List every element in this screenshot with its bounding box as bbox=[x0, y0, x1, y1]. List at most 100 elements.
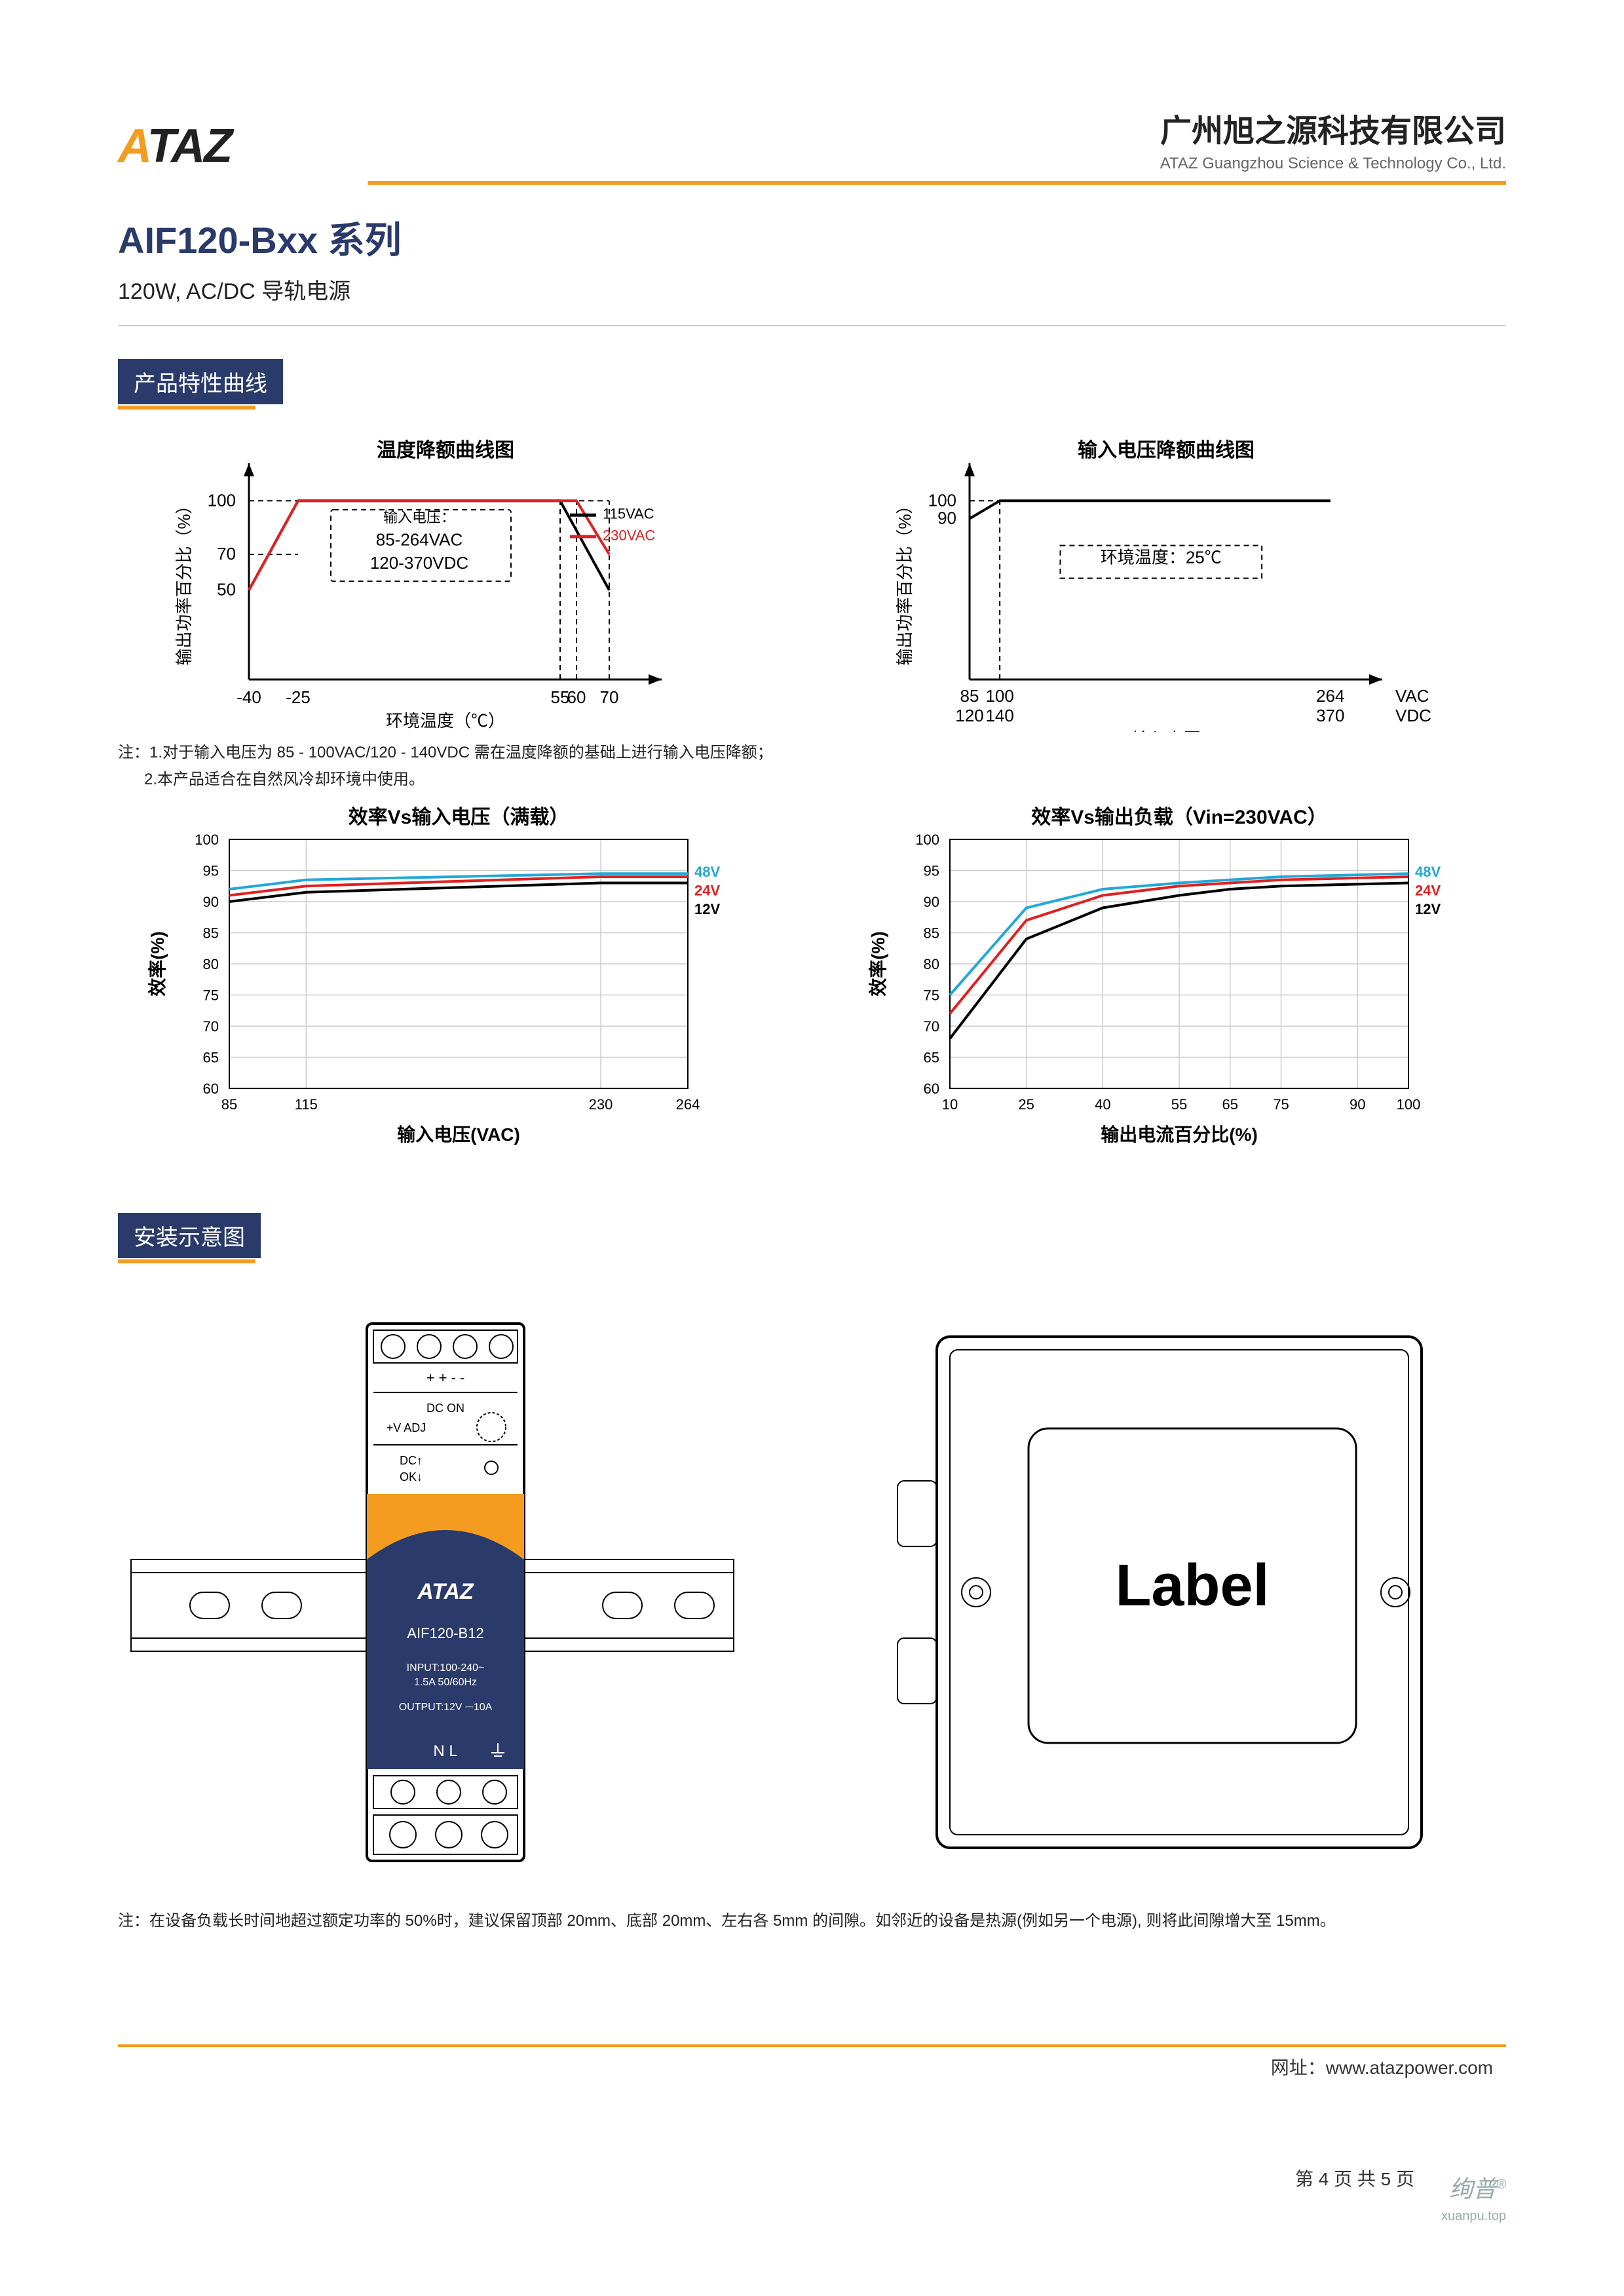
svg-text:60: 60 bbox=[203, 1081, 219, 1097]
svg-text:AIF120-B12: AIF120-B12 bbox=[407, 1625, 483, 1641]
company-name-cn: 广州旭之源科技有限公司 bbox=[1160, 105, 1506, 151]
install-front-view: + + - - DC ON+V ADJ DC↑ OK↓ ATAZ AIF120-B12 IN… bbox=[118, 1284, 766, 1887]
svg-text:90: 90 bbox=[924, 894, 939, 910]
installation-row: + + - - DC ON+V ADJ DC↑ OK↓ ATAZ AIF120-B12 IN… bbox=[118, 1284, 1506, 1887]
svg-text:VDC: VDC bbox=[1395, 706, 1431, 725]
logo-letter-a: A bbox=[118, 120, 147, 172]
section-installation: 安装示意图 bbox=[118, 1213, 261, 1258]
svg-text:25: 25 bbox=[1018, 1096, 1034, 1113]
svg-text:100: 100 bbox=[208, 490, 236, 510]
svg-text:120-370VDC: 120-370VDC bbox=[370, 553, 468, 573]
svg-text:75: 75 bbox=[1273, 1096, 1289, 1113]
vin-derate-chart: 输入电压降额曲线图9010085120100140264370VACVDC环境温… bbox=[839, 430, 1507, 732]
svg-text:85: 85 bbox=[924, 925, 939, 941]
derating-row: 温度降额曲线图5070100-40-25556070输入电压：85-264VAC… bbox=[118, 430, 1506, 732]
svg-text:70: 70 bbox=[217, 544, 236, 564]
svg-text:120: 120 bbox=[955, 706, 983, 725]
svg-text:DC↑: DC↑ bbox=[400, 1454, 423, 1467]
svg-text:输入电压降额曲线图: 输入电压降额曲线图 bbox=[1078, 440, 1255, 461]
install-note-prefix: 注： bbox=[118, 1912, 149, 1930]
svg-text:140: 140 bbox=[985, 706, 1013, 725]
svg-text:100: 100 bbox=[195, 832, 219, 848]
logo-text: ATAZ bbox=[118, 119, 231, 173]
eff-load-chart: 效率Vs输出负载（Vin=230VAC）60657075808590951001… bbox=[839, 800, 1507, 1167]
svg-text:115: 115 bbox=[295, 1096, 318, 1113]
watermark: 绚普® bbox=[1449, 2170, 1506, 2204]
svg-text:DC ON: DC ON bbox=[426, 1402, 464, 1415]
svg-text:效率Vs输出负载（Vin=230VAC）: 效率Vs输出负载（Vin=230VAC） bbox=[1031, 806, 1327, 828]
svg-text:+V ADJ: +V ADJ bbox=[387, 1421, 426, 1434]
eff-vin-chart: 效率Vs输入电压（满载）6065707580859095100851152302… bbox=[118, 800, 786, 1167]
svg-text:70: 70 bbox=[203, 1018, 219, 1035]
svg-text:10: 10 bbox=[942, 1096, 958, 1113]
svg-text:70: 70 bbox=[924, 1018, 939, 1035]
svg-text:264: 264 bbox=[1316, 686, 1344, 706]
svg-text:75: 75 bbox=[924, 987, 939, 1003]
svg-text:90: 90 bbox=[203, 894, 219, 910]
svg-text:80: 80 bbox=[924, 956, 939, 972]
svg-text:60: 60 bbox=[924, 1081, 939, 1097]
svg-text:90: 90 bbox=[1350, 1096, 1365, 1113]
svg-text:55: 55 bbox=[1171, 1096, 1187, 1113]
svg-text:12V: 12V bbox=[1415, 901, 1441, 917]
svg-text:65: 65 bbox=[203, 1049, 219, 1065]
svg-text:-25: -25 bbox=[286, 687, 311, 707]
svg-text:输出功率百分比（%）: 输出功率百分比（%） bbox=[174, 497, 194, 665]
derate-notes: 注：1.对于输入电压为 85 - 100VAC/120 - 140VDC 需在温… bbox=[118, 740, 1506, 794]
company-block: 广州旭之源科技有限公司 ATAZ Guangzhou Science & Tec… bbox=[1160, 105, 1506, 173]
svg-text:230VAC: 230VAC bbox=[603, 527, 655, 543]
svg-text:40: 40 bbox=[1095, 1096, 1110, 1113]
note-prefix: 注： bbox=[118, 744, 149, 761]
svg-text:输入电压：: 输入电压： bbox=[383, 509, 455, 526]
header-rule bbox=[118, 181, 1506, 185]
svg-text:65: 65 bbox=[1222, 1096, 1238, 1113]
svg-text:N L: N L bbox=[433, 1742, 457, 1760]
svg-text:输出电流百分比(%): 输出电流百分比(%) bbox=[1101, 1124, 1258, 1145]
section-characteristics: 产品特性曲线 bbox=[118, 359, 283, 404]
svg-text:环境温度（℃）: 环境温度（℃） bbox=[386, 711, 505, 731]
install-note: 注：在设备负载长时间地超过额定功率的 50%时，建议保留顶部 20mm、底部 2… bbox=[118, 1907, 1506, 1935]
header: ATAZ 广州旭之源科技有限公司 ATAZ Guangzhou Science … bbox=[118, 105, 1506, 173]
svg-text:OK↓: OK↓ bbox=[400, 1470, 423, 1483]
svg-text:100: 100 bbox=[928, 490, 956, 510]
svg-text:70: 70 bbox=[600, 687, 619, 707]
svg-text:效率(%): 效率(%) bbox=[867, 931, 888, 997]
url-label: 网址： bbox=[1271, 2057, 1326, 2078]
footer-rule bbox=[118, 2044, 1506, 2047]
svg-text:Label: Label bbox=[1115, 1553, 1269, 1618]
install-note-text: 在设备负载长时间地超过额定功率的 50%时，建议保留顶部 20mm、底部 20m… bbox=[149, 1912, 1336, 1930]
svg-text:90: 90 bbox=[937, 508, 956, 528]
product-subtitle: 120W, AC/DC 导轨电源 bbox=[118, 273, 1506, 305]
svg-text:85: 85 bbox=[203, 925, 219, 941]
svg-text:INPUT:100-240~: INPUT:100-240~ bbox=[407, 1662, 485, 1674]
svg-text:24V: 24V bbox=[1415, 882, 1441, 898]
svg-text:75: 75 bbox=[203, 987, 219, 1003]
svg-text:370: 370 bbox=[1316, 706, 1344, 725]
svg-text:85: 85 bbox=[221, 1096, 237, 1113]
svg-text:48V: 48V bbox=[694, 864, 720, 880]
svg-text:12V: 12V bbox=[694, 901, 720, 917]
svg-text:输入电压: 输入电压 bbox=[1132, 729, 1200, 732]
install-side-view: Label bbox=[858, 1284, 1507, 1887]
svg-text:1.5A 50/60Hz: 1.5A 50/60Hz bbox=[414, 1677, 477, 1688]
svg-text:ATAZ: ATAZ bbox=[417, 1579, 474, 1604]
svg-text:VAC: VAC bbox=[1395, 686, 1429, 706]
svg-text:100: 100 bbox=[985, 686, 1013, 706]
svg-text:85: 85 bbox=[960, 686, 979, 706]
svg-text:100: 100 bbox=[915, 832, 939, 848]
svg-text:环境温度：25℃: 环境温度：25℃ bbox=[1101, 548, 1222, 567]
svg-text:+ + - -: + + - - bbox=[426, 1369, 465, 1386]
svg-text:-40: -40 bbox=[236, 687, 261, 707]
logo: ATAZ bbox=[118, 119, 231, 173]
company-name-en: ATAZ Guangzhou Science & Technology Co.,… bbox=[1160, 155, 1506, 173]
note-1: 1.对于输入电压为 85 - 100VAC/120 - 140VDC 需在温度降… bbox=[149, 744, 773, 761]
svg-text:50: 50 bbox=[217, 580, 236, 600]
svg-text:输入电压(VAC): 输入电压(VAC) bbox=[397, 1124, 520, 1145]
svg-text:264: 264 bbox=[676, 1096, 700, 1113]
svg-text:24V: 24V bbox=[694, 882, 720, 898]
svg-text:65: 65 bbox=[924, 1049, 939, 1065]
svg-text:效率Vs输入电压（满载）: 效率Vs输入电压（满载） bbox=[349, 806, 569, 828]
svg-text:效率(%): 效率(%) bbox=[147, 931, 168, 997]
svg-text:230: 230 bbox=[589, 1096, 613, 1113]
footer-url: 网址：www.atazpower.com bbox=[1271, 2054, 1493, 2080]
